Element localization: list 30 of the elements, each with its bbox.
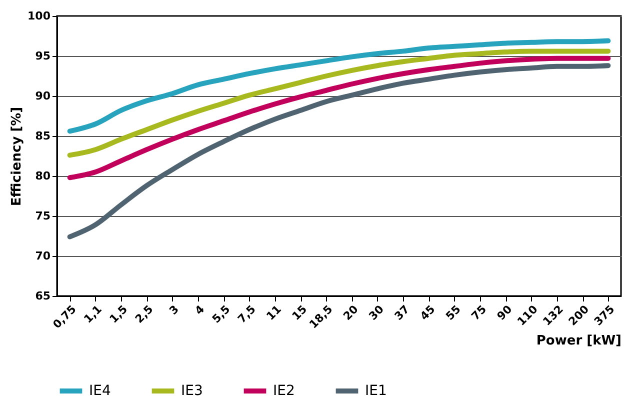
x-tick-label: 45 (418, 302, 438, 323)
x-tick-label: 55 (443, 302, 464, 323)
x-tick-label: 3 (166, 302, 182, 318)
legend-label: IE4 (89, 383, 111, 399)
legend-label: IE2 (273, 383, 295, 399)
x-tick-label: 4 (192, 302, 208, 318)
x-tick-label: 20 (340, 302, 362, 323)
x-tick-label: 75 (468, 302, 489, 323)
x-tick-label: 7,5 (235, 302, 258, 326)
x-tick-label: 2,5 (132, 302, 156, 326)
x-tick-label: 30 (366, 302, 387, 323)
y-tick-label: 80 (35, 170, 51, 182)
x-axis-title: Power [kW] (536, 333, 622, 348)
y-tick-label: 95 (35, 50, 50, 62)
y-tick-label: 85 (35, 130, 50, 142)
legend-label: IE3 (181, 383, 203, 399)
x-tick-label: 1,5 (107, 302, 130, 326)
y-tick-label: 65 (35, 290, 50, 302)
y-tick-label: 90 (35, 90, 51, 102)
y-axis-title: Efficiency [%] (10, 106, 25, 206)
y-tick-label: 70 (35, 250, 51, 262)
x-tick-label: 15 (290, 302, 310, 323)
x-tick-label: 90 (494, 302, 515, 323)
x-tick-label: 11 (264, 302, 284, 323)
x-tick-label: 1,1 (81, 302, 104, 326)
x-tick-label: 5,5 (210, 302, 233, 326)
legend-label: IE1 (365, 383, 387, 399)
x-tick-label: 37 (392, 302, 412, 323)
y-tick-label: 75 (35, 210, 50, 222)
y-tick-label: 100 (28, 10, 51, 22)
